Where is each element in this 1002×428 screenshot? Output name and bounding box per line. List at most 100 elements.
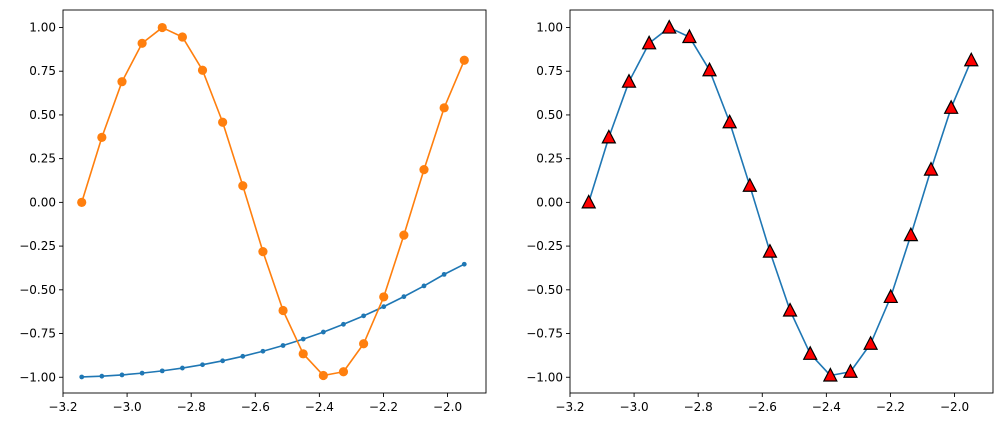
x-axis: −3.2 −3.0 −2.8 −2.6 −2.4 −2.2 −2.0 <box>555 393 969 414</box>
data-point <box>681 28 697 44</box>
y-tick-label: 0.25 <box>29 152 56 166</box>
data-point <box>401 294 407 300</box>
series-1 <box>79 261 467 380</box>
data-point <box>258 247 268 257</box>
data-point <box>180 365 185 371</box>
data-point <box>278 305 288 316</box>
data-point <box>782 302 798 317</box>
x-tick-label: −3.2 <box>555 400 584 414</box>
series-line <box>587 26 973 377</box>
data-point <box>379 292 389 302</box>
x-tick-label: −3.0 <box>620 400 649 414</box>
chart-2: −3.2 −3.0 −2.8 −2.6 −2.4 −2.2 −2.0 −1.00 −0.75 −0… <box>526 9 994 414</box>
series-2 <box>77 22 469 381</box>
data-point <box>802 345 818 360</box>
data-point <box>117 77 127 87</box>
y-tick-label: 0.50 <box>536 108 563 122</box>
data-point <box>260 348 266 354</box>
y-tick-label: 0.25 <box>536 152 563 166</box>
y-tick-label: −0.50 <box>19 283 56 297</box>
data-point <box>159 368 165 374</box>
x-tick-label: −3.2 <box>48 400 77 414</box>
y-tick-label: −0.75 <box>19 327 56 341</box>
data-point <box>238 181 248 191</box>
x-tick-label: −2.8 <box>177 400 206 414</box>
x-axis: −3.2 −3.0 −2.8 −2.6 −2.4 −2.2 −2.0 <box>48 393 462 414</box>
data-point <box>77 197 87 207</box>
data-point <box>280 343 286 348</box>
y-axis: −1.00 −0.75 −0.50 −0.25 0.00 0.25 0.50 0.75 1.00 <box>526 20 570 384</box>
x-tick-label: −2.8 <box>684 400 713 414</box>
data-point <box>177 32 188 42</box>
y-tick-label: −1.00 <box>526 370 563 384</box>
data-point <box>722 113 738 129</box>
y-tick-label: 0.00 <box>29 195 56 209</box>
data-point <box>963 51 979 67</box>
y-axis: −1.00 −0.75 −0.50 −0.25 0.00 0.25 0.50 0.75 1.00 <box>19 20 63 384</box>
y-tick-label: −0.75 <box>526 327 563 341</box>
data-point <box>641 34 657 50</box>
data-point <box>157 22 167 33</box>
data-point <box>441 271 447 277</box>
data-point <box>318 370 328 381</box>
data-point <box>240 353 246 359</box>
y-tick-label: −0.50 <box>526 283 563 297</box>
data-point <box>863 335 879 350</box>
data-point <box>421 283 427 289</box>
data-point <box>903 226 919 242</box>
data-point <box>439 103 449 113</box>
data-point <box>461 261 467 267</box>
data-point <box>218 117 228 127</box>
x-tick-label: −2.4 <box>305 400 334 414</box>
data-point <box>300 336 306 342</box>
series-line <box>80 26 466 377</box>
data-point <box>742 177 758 192</box>
x-tick-label: −2.0 <box>433 400 462 414</box>
data-point <box>943 99 959 114</box>
data-point <box>601 129 617 144</box>
data-point <box>197 65 208 75</box>
data-point <box>661 19 677 34</box>
y-tick-label: −0.25 <box>19 239 56 253</box>
data-point <box>702 61 718 77</box>
data-point <box>361 313 367 319</box>
data-point <box>119 372 125 378</box>
y-tick-label: 0.75 <box>29 64 56 78</box>
data-point <box>298 349 308 359</box>
data-point <box>581 194 597 209</box>
x-tick-label: −2.6 <box>241 400 270 414</box>
data-point <box>399 230 409 240</box>
data-point <box>459 55 469 65</box>
data-point <box>381 304 387 310</box>
x-tick-label: −2.4 <box>812 400 841 414</box>
data-point <box>97 132 107 142</box>
y-tick-label: 0.00 <box>536 195 563 209</box>
y-tick-label: 0.50 <box>29 108 56 122</box>
data-point <box>883 288 899 304</box>
data-point <box>338 367 349 377</box>
data-point <box>320 329 326 335</box>
data-point <box>99 373 105 379</box>
y-tick-label: 1.00 <box>29 20 56 34</box>
data-point <box>762 243 778 258</box>
y-tick-label: −1.00 <box>19 370 56 384</box>
series-line <box>81 263 465 378</box>
series-1 <box>581 19 979 382</box>
y-tick-label: 1.00 <box>536 20 563 34</box>
axes-frame <box>62 9 487 394</box>
data-point <box>137 38 147 48</box>
data-point <box>621 73 637 88</box>
x-tick-label: −2.2 <box>876 400 905 414</box>
data-point <box>923 161 939 176</box>
axes-frame <box>569 9 994 394</box>
data-point <box>359 339 369 349</box>
x-tick-label: −3.0 <box>113 400 142 414</box>
data-point <box>139 370 145 376</box>
y-tick-label: −0.25 <box>526 239 563 253</box>
y-tick-label: 0.75 <box>536 64 563 78</box>
x-tick-label: −2.6 <box>748 400 777 414</box>
data-point <box>419 165 429 175</box>
data-point <box>79 374 85 380</box>
chart-1: −3.2 −3.0 −2.8 −2.6 −2.4 −2.2 −2.0 −1.00 −0.75 −0… <box>19 9 487 414</box>
data-point <box>842 363 858 378</box>
